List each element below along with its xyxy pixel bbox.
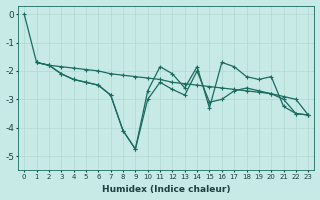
X-axis label: Humidex (Indice chaleur): Humidex (Indice chaleur) [102,185,230,194]
